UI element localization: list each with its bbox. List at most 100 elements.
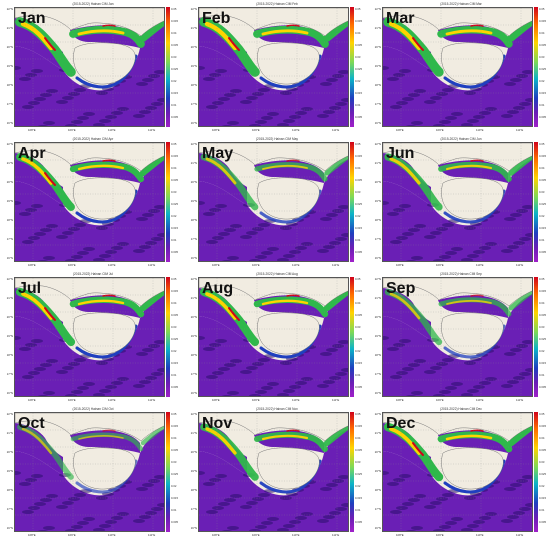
ocean-eddy xyxy=(133,519,145,523)
ocean-eddy xyxy=(439,525,451,529)
colorbar-ticks: 0.05 0.045 0.04 0.035 0.03 0.025 0.02 0.015 0.01… xyxy=(171,142,182,262)
ocean-eddy xyxy=(280,226,292,230)
latitude-label: 18°N xyxy=(374,353,381,357)
colorbar-tick-label: 0.045 xyxy=(171,424,178,428)
colorbar-tick-label: 0.005 xyxy=(355,520,362,524)
ocean-eddy xyxy=(473,115,485,119)
ocean-eddy xyxy=(329,241,341,245)
ocean-eddy xyxy=(215,339,227,343)
coastal-band-east xyxy=(139,16,164,42)
ocean-eddy xyxy=(522,340,532,344)
colorbar xyxy=(166,7,170,127)
month-label: Jan xyxy=(18,10,46,27)
warm-band-north xyxy=(77,164,125,171)
colorbar-tick-label: 0.035 xyxy=(539,43,546,47)
mainland-land xyxy=(15,143,164,172)
ocean-eddy xyxy=(240,505,252,509)
longitude-label: 110°E xyxy=(292,398,300,402)
ocean-eddy xyxy=(519,237,531,241)
hot-spot-north xyxy=(470,429,484,432)
longitude-label: 110°E xyxy=(476,398,484,402)
ocean-eddy xyxy=(411,391,423,395)
ocean-eddy xyxy=(442,493,454,497)
ocean-eddy xyxy=(111,246,123,250)
ocean-eddy xyxy=(34,232,46,236)
colorbar-tick-label: 0.03 xyxy=(171,55,177,59)
month-label: Apr xyxy=(18,145,46,162)
colorbar-tick-label: 0.01 xyxy=(355,238,361,242)
colorbar-tick-label: 0.045 xyxy=(539,424,546,428)
coastal-band-east xyxy=(508,288,532,311)
colorbar xyxy=(350,412,354,532)
ocean-eddy xyxy=(34,367,46,371)
ocean-eddy xyxy=(28,236,40,240)
ocean-eddy xyxy=(479,111,491,115)
ocean-eddy xyxy=(414,89,426,93)
ocean-eddy xyxy=(224,93,236,97)
ocean-eddy xyxy=(62,366,74,370)
ocean-eddy xyxy=(252,227,264,231)
ocean-eddy xyxy=(525,98,532,102)
ocean-eddy xyxy=(341,368,348,372)
ocean-eddy xyxy=(405,260,417,261)
ocean-eddy xyxy=(142,483,154,487)
latitude-label: 20°N xyxy=(190,45,197,49)
mainland-land xyxy=(199,8,348,37)
latitude-label: 20°N xyxy=(190,180,197,184)
hainan-island xyxy=(73,447,136,490)
ocean-eddy xyxy=(43,121,55,125)
ocean-eddy xyxy=(430,366,442,370)
longitude-labels: 108°E 109°E 110°E 111°E xyxy=(382,397,533,402)
colorbar-tick-label: 0.02 xyxy=(539,484,545,488)
ocean-eddy xyxy=(516,479,528,483)
ocean-eddy xyxy=(199,201,205,205)
ocean-eddy xyxy=(117,242,129,246)
ocean-eddy xyxy=(341,233,348,237)
panel-header: (2015-2022) Hainan CIM Nov xyxy=(256,407,298,411)
map-panel-may: (2015-2022) Hainan CIM May May 0.05 0.045 0.… xyxy=(188,137,366,267)
map-panel-mar: (2015-2022) Hainan CIM Mar Mar 0.05 0.045 0.… xyxy=(372,2,550,132)
ocean-eddy xyxy=(154,205,164,209)
colorbar-tick-label: 0.035 xyxy=(539,448,546,452)
colorbar-tick-label: 0.02 xyxy=(355,484,361,488)
ocean-eddy xyxy=(387,347,399,351)
ocean-eddy xyxy=(40,93,52,97)
longitude-labels: 108°E 109°E 110°E 111°E xyxy=(14,127,165,132)
ocean-eddy xyxy=(464,496,476,500)
hainan-island xyxy=(257,447,320,490)
ocean-eddy xyxy=(25,478,37,482)
panel-header: (2015-2022) Hainan CIM Dec xyxy=(440,407,482,411)
ocean-eddy xyxy=(65,259,77,261)
ocean-eddy xyxy=(111,516,123,520)
ocean-eddy xyxy=(510,348,522,352)
ocean-eddy xyxy=(46,359,58,363)
ocean-eddy xyxy=(301,377,313,381)
ocean-eddy xyxy=(467,524,479,528)
ocean-eddy xyxy=(93,393,105,396)
coastal-band-north xyxy=(253,296,329,318)
ocean-eddy xyxy=(43,391,55,395)
month-label: Jun xyxy=(386,145,415,162)
ocean-eddy xyxy=(212,236,224,240)
coastal-band-north xyxy=(254,162,328,182)
ocean-eddy xyxy=(525,368,532,372)
latitude-labels: 22°N 21°N 20°N 19°N 18°N 17°N 16°N xyxy=(188,277,198,397)
latitude-label: 21°N xyxy=(6,296,13,300)
longitude-label: 109°E xyxy=(436,533,444,537)
longitude-label: 111°E xyxy=(332,128,340,132)
map-svg xyxy=(15,413,164,531)
ocean-eddy xyxy=(326,348,338,352)
ocean-eddy xyxy=(46,89,58,93)
ocean-eddy xyxy=(40,363,52,367)
colorbar-tick-label: 0.045 xyxy=(539,19,546,23)
hainan-island xyxy=(257,42,320,85)
ocean-eddy xyxy=(19,347,31,351)
colorbar-tick-label: 0.02 xyxy=(171,484,177,488)
colorbar-tick-label: 0.045 xyxy=(539,154,546,158)
ocean-eddy xyxy=(145,106,157,110)
colorbar-tick-label: 0.035 xyxy=(171,43,178,47)
longitude-label: 109°E xyxy=(252,128,260,132)
ocean-eddy xyxy=(277,393,289,396)
longitude-label: 110°E xyxy=(108,533,116,537)
ocean-eddy xyxy=(105,385,117,389)
